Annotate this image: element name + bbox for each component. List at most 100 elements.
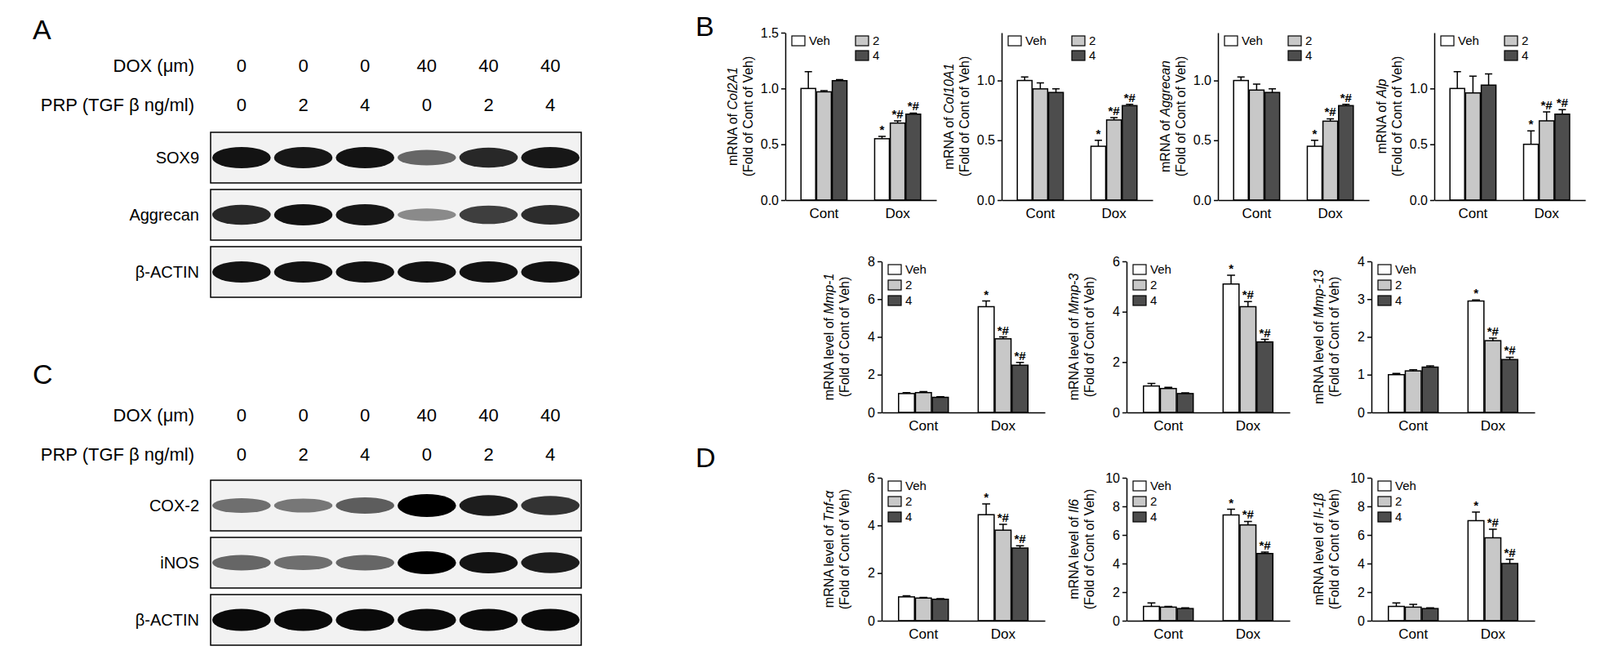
- legend-swatch: [855, 35, 869, 46]
- axis-title: mRNA level of Mmp-13: [1311, 269, 1326, 405]
- tick-label: Dox: [991, 417, 1017, 434]
- tick-mark: [1213, 140, 1218, 143]
- error-bar: [1506, 356, 1515, 360]
- tick-label: Dox: [1102, 205, 1128, 222]
- blot-lane-label: 4: [360, 444, 370, 465]
- chart: **#*#0246810ContDoxmRNA level of Il-1β(F…: [1311, 471, 1536, 642]
- legend-swatch: [1133, 280, 1147, 290]
- blot-lane-label: 40: [417, 55, 437, 76]
- tick-label: 8: [867, 254, 876, 269]
- legend-label: 4: [1395, 509, 1402, 524]
- legend-label: 2: [1521, 33, 1529, 48]
- blot-row-label: COX-2: [149, 496, 200, 515]
- plot-area: [1233, 76, 1354, 200]
- bar: [1523, 144, 1538, 200]
- legend-label: 2: [1150, 277, 1157, 292]
- y-tick: 0: [867, 613, 882, 628]
- tick-label: Cont: [908, 417, 938, 434]
- annotations: **#*#: [1473, 497, 1516, 560]
- bar: [1222, 284, 1239, 413]
- plot-area: [1017, 76, 1138, 200]
- error-bar: [1016, 362, 1025, 365]
- y-axis: 0246810: [1350, 471, 1372, 628]
- blot-lane-label: 0: [236, 404, 247, 426]
- blot-band: [212, 497, 272, 513]
- tick-label: 0.0: [1193, 193, 1212, 208]
- error-bar: [1226, 509, 1236, 516]
- panel-label: B: [695, 10, 715, 42]
- blot-band: [274, 261, 334, 283]
- bar: [1449, 88, 1465, 200]
- axis-line: [1126, 262, 1129, 414]
- chart: **#*#0246ContDoxmRNA level of Mmp-3(Fold…: [1066, 254, 1291, 434]
- tick-label: 1.0: [760, 81, 779, 96]
- x-tick: Cont: [908, 620, 938, 642]
- error-bar: [1527, 130, 1535, 144]
- legend-item: 4: [1133, 293, 1157, 307]
- bar: [1265, 92, 1280, 200]
- tick-mark: [997, 80, 1002, 82]
- legend-swatch: [888, 264, 902, 275]
- tick-label: 6: [867, 292, 876, 307]
- tick-mark: [1122, 506, 1127, 508]
- significance: *: [1528, 116, 1534, 131]
- x-tick: Cont: [1241, 200, 1272, 222]
- blot-band: [520, 551, 580, 573]
- plot-area: [1388, 511, 1518, 621]
- x-tick: Cont: [1398, 620, 1428, 642]
- bar: [1106, 120, 1122, 200]
- blot-band: [459, 608, 519, 631]
- axis-title: mRNA of Alp: [1374, 79, 1389, 155]
- y-axis: 0.00.51.0: [977, 33, 1003, 208]
- y-tick: 1: [1357, 367, 1372, 382]
- tick-label: 4: [867, 329, 876, 344]
- bar: [1177, 608, 1193, 621]
- error-bar: [1052, 88, 1060, 93]
- error-bar: [1226, 275, 1236, 285]
- error-bar: [1261, 339, 1270, 343]
- legend-label: 4: [905, 293, 912, 307]
- y-tick: 0.5: [760, 137, 786, 152]
- legend-label: 4: [1521, 48, 1529, 63]
- bar: [1160, 388, 1176, 413]
- axis-line: [785, 33, 787, 201]
- legend-item: 2: [1288, 33, 1312, 48]
- bar: [1017, 80, 1032, 200]
- tick-mark: [1367, 412, 1372, 414]
- error-bar: [893, 120, 902, 124]
- error-bar: [982, 503, 991, 515]
- y-tick: 1.0: [977, 73, 1002, 88]
- significance: *: [1228, 495, 1234, 510]
- legend-swatch: [1377, 280, 1392, 290]
- legend-item: 2: [1133, 493, 1157, 508]
- blot-band: [520, 204, 580, 225]
- blot-lane-label: 2: [483, 444, 494, 465]
- legend-label: 2: [1305, 33, 1312, 48]
- significance: *: [1473, 285, 1479, 300]
- y-tick: 0.5: [977, 133, 1002, 147]
- y-tick: 8: [1112, 499, 1127, 514]
- bar: [1502, 563, 1518, 621]
- bar: [1422, 608, 1438, 621]
- error-bar: [1326, 118, 1334, 121]
- error-bar: [1110, 117, 1118, 120]
- x-tick: Dox: [1102, 200, 1128, 222]
- legend-swatch: [791, 35, 805, 46]
- tick-label: 4: [1112, 556, 1120, 571]
- legend-item: 2: [1071, 33, 1096, 48]
- tick-mark: [781, 88, 786, 90]
- error-bar: [1311, 140, 1319, 147]
- y-axis: 0.00.51.01.5: [760, 26, 787, 208]
- bar: [874, 138, 889, 200]
- blot-band: [459, 205, 519, 225]
- tick-label: 0: [1357, 405, 1365, 420]
- tick-label: Dox: [1318, 205, 1344, 222]
- panel-label: C: [32, 358, 54, 390]
- legend-label: Veh: [905, 478, 927, 493]
- x-axis: ContDox: [1127, 620, 1291, 642]
- tick-mark: [1213, 200, 1218, 202]
- significance: *: [1473, 497, 1479, 512]
- tick-label: 0.5: [760, 137, 779, 152]
- blot-lane-label: 0: [236, 444, 247, 465]
- legend-label: Veh: [1150, 478, 1172, 493]
